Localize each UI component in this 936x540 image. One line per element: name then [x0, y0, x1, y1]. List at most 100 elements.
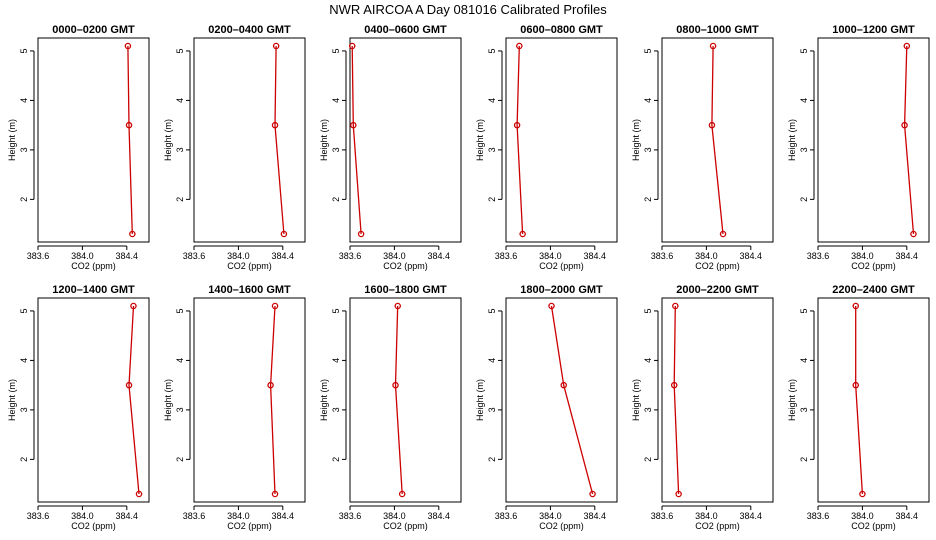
profile-point: [513, 121, 521, 129]
x-tick-label: 383.6: [651, 251, 674, 261]
x-axis-label: CO2 (ppm): [71, 261, 116, 271]
x-tick-label: 384.0: [71, 511, 94, 521]
y-axis-label: Height (m): [319, 119, 329, 161]
y-axis-label: Height (m): [787, 119, 797, 161]
x-axis-label: CO2 (ppm): [383, 261, 428, 271]
y-axis-label: Height (m): [7, 119, 17, 161]
y-tick-label: 3: [175, 147, 185, 152]
profile-line: [128, 305, 140, 495]
y-tick-label: 3: [643, 407, 653, 412]
y-axis-label: Height (m): [163, 119, 173, 161]
profile-point: [348, 42, 356, 50]
x-axis-label: CO2 (ppm): [71, 521, 116, 531]
y-tick-label: 3: [643, 147, 653, 152]
profile-point: [859, 490, 866, 498]
y-axis-label: Height (m): [475, 379, 485, 421]
y-tick-label: 5: [643, 48, 653, 53]
panel-title: 1000–1200 GMT: [832, 24, 915, 36]
x-tick-label: 384.4: [584, 251, 607, 261]
y-tick-label: 2: [331, 197, 341, 202]
y-tick-label: 5: [643, 308, 653, 313]
y-tick-label: 5: [331, 48, 341, 53]
x-tick-label: 383.6: [495, 511, 518, 521]
y-tick-label: 4: [799, 98, 809, 103]
y-tick-label: 2: [487, 457, 497, 462]
x-axis-label: CO2 (ppm): [383, 521, 428, 531]
x-tick-label: 384.4: [116, 511, 139, 521]
x-tick-label: 383.6: [495, 251, 518, 261]
x-axis-label: CO2 (ppm): [851, 261, 896, 271]
profile-point: [350, 121, 357, 129]
profile-point: [392, 381, 399, 389]
y-tick-label: 3: [487, 147, 497, 152]
y-tick-label: 3: [799, 147, 809, 152]
y-tick-label: 4: [799, 358, 809, 363]
panel-title: 0600–0800 GMT: [520, 24, 603, 36]
y-tick-label: 2: [799, 197, 809, 202]
panel-title: 1800–2000 GMT: [520, 284, 603, 296]
y-tick-label: 5: [799, 308, 809, 313]
y-tick-label: 4: [331, 98, 341, 103]
x-tick-label: 384.0: [227, 511, 250, 521]
profile-line: [269, 305, 276, 495]
panel-title: 1600–1800 GMT: [364, 284, 447, 296]
profile-point: [516, 42, 523, 50]
x-tick-label: 383.6: [183, 511, 206, 521]
y-tick-label: 4: [643, 358, 653, 363]
y-tick-label: 4: [19, 358, 29, 363]
profile-line: [394, 305, 403, 495]
profile-point: [548, 302, 555, 310]
profile-point: [670, 381, 678, 389]
x-axis-label: CO2 (ppm): [695, 521, 740, 531]
y-axis-label: Height (m): [787, 379, 797, 421]
y-tick-label: 5: [19, 308, 29, 313]
profile-point: [709, 42, 717, 50]
x-tick-label: 384.0: [539, 511, 562, 521]
plot-frame: [349, 37, 462, 243]
y-tick-label: 4: [643, 98, 653, 103]
x-tick-label: 383.6: [27, 251, 50, 261]
plot-frame: [505, 297, 618, 503]
x-tick-label: 383.6: [339, 251, 362, 261]
profile-point: [271, 490, 279, 498]
profile-line: [711, 45, 724, 235]
y-tick-label: 4: [19, 98, 29, 103]
y-axis-label: Height (m): [631, 119, 641, 161]
x-tick-label: 383.6: [807, 511, 830, 521]
plot-frame: [505, 37, 618, 243]
panel-title: 0000–0200 GMT: [52, 24, 135, 36]
profile-point: [267, 381, 274, 389]
panel-title: 1200–1400 GMT: [52, 284, 135, 296]
y-tick-label: 3: [799, 407, 809, 412]
x-axis-label: CO2 (ppm): [227, 521, 272, 531]
y-axis-label: Height (m): [475, 119, 485, 161]
plot-frame: [193, 37, 306, 243]
x-tick-label: 384.4: [116, 251, 139, 261]
profile-point: [130, 302, 137, 310]
plot-frame: [193, 297, 306, 503]
profile-point: [672, 302, 679, 310]
profile-point: [852, 302, 859, 310]
y-tick-label: 2: [19, 457, 29, 462]
x-tick-label: 383.6: [183, 251, 206, 261]
profile-point: [589, 490, 596, 498]
x-tick-label: 384.0: [227, 251, 250, 261]
panel-title: 0800–1000 GMT: [676, 24, 759, 36]
profile-point: [280, 230, 288, 238]
x-tick-label: 384.0: [71, 251, 94, 261]
profile-point: [852, 381, 859, 389]
x-tick-label: 384.0: [851, 511, 874, 521]
y-tick-label: 3: [19, 407, 29, 412]
y-tick-label: 2: [19, 197, 29, 202]
profile-point: [910, 230, 917, 238]
y-tick-label: 2: [487, 197, 497, 202]
